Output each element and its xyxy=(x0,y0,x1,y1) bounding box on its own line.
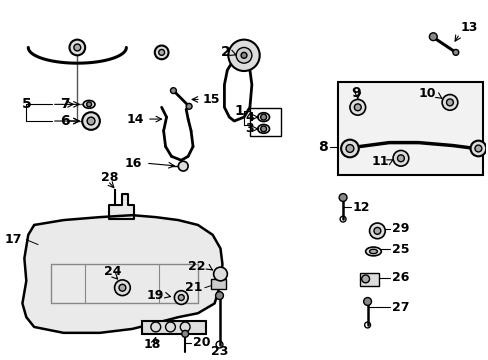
Circle shape xyxy=(178,161,188,171)
Circle shape xyxy=(87,117,95,125)
Circle shape xyxy=(74,44,81,51)
Circle shape xyxy=(354,104,361,111)
Text: 21: 21 xyxy=(185,281,203,294)
Text: 10: 10 xyxy=(418,87,435,100)
Ellipse shape xyxy=(83,100,95,108)
Circle shape xyxy=(119,284,125,291)
Bar xyxy=(142,321,205,334)
Circle shape xyxy=(428,33,436,41)
Circle shape xyxy=(236,48,251,63)
Ellipse shape xyxy=(369,249,377,254)
Circle shape xyxy=(373,228,380,234)
Circle shape xyxy=(155,45,168,59)
Circle shape xyxy=(86,102,91,107)
Circle shape xyxy=(228,40,259,71)
Text: 24: 24 xyxy=(103,265,121,278)
Circle shape xyxy=(369,223,385,239)
Circle shape xyxy=(159,49,164,55)
Text: 2: 2 xyxy=(220,45,230,59)
Text: 6: 6 xyxy=(60,114,69,128)
Circle shape xyxy=(397,155,404,162)
Circle shape xyxy=(452,49,458,55)
Text: 23: 23 xyxy=(210,345,228,358)
Circle shape xyxy=(174,291,188,305)
Text: 22: 22 xyxy=(188,260,205,273)
Text: 3: 3 xyxy=(244,122,253,135)
Text: 4: 4 xyxy=(244,111,253,123)
Text: 27: 27 xyxy=(391,301,409,314)
Polygon shape xyxy=(22,215,222,333)
Text: 8: 8 xyxy=(318,140,327,153)
Text: 5: 5 xyxy=(21,97,31,111)
Polygon shape xyxy=(108,190,134,219)
Circle shape xyxy=(469,141,485,156)
Circle shape xyxy=(441,95,457,110)
Circle shape xyxy=(363,298,371,305)
Text: 1: 1 xyxy=(234,104,244,118)
Text: 19: 19 xyxy=(146,289,163,302)
Circle shape xyxy=(182,330,188,337)
Circle shape xyxy=(446,99,452,106)
Text: 15: 15 xyxy=(203,93,220,106)
Circle shape xyxy=(260,126,266,132)
Text: 18: 18 xyxy=(143,338,160,351)
Circle shape xyxy=(260,114,266,120)
Bar xyxy=(338,82,482,175)
Circle shape xyxy=(69,40,85,55)
Text: 29: 29 xyxy=(391,222,408,235)
Ellipse shape xyxy=(257,125,269,133)
Ellipse shape xyxy=(365,247,381,256)
Text: 9: 9 xyxy=(350,86,360,100)
Circle shape xyxy=(339,194,346,202)
Circle shape xyxy=(178,294,184,301)
Text: 17: 17 xyxy=(5,233,22,246)
Circle shape xyxy=(474,145,481,152)
Circle shape xyxy=(215,292,223,300)
Circle shape xyxy=(213,267,227,281)
Circle shape xyxy=(392,150,408,166)
Circle shape xyxy=(341,140,358,157)
Bar xyxy=(359,273,379,286)
Circle shape xyxy=(346,145,353,152)
Circle shape xyxy=(170,88,176,94)
Ellipse shape xyxy=(257,113,269,122)
Text: 16: 16 xyxy=(124,157,142,170)
Circle shape xyxy=(241,53,246,58)
Bar xyxy=(249,108,281,136)
Text: 20: 20 xyxy=(193,336,210,349)
Text: 28: 28 xyxy=(101,171,118,184)
Circle shape xyxy=(349,99,365,115)
Bar xyxy=(210,279,226,289)
Text: 7: 7 xyxy=(60,97,69,111)
Text: 26: 26 xyxy=(391,271,408,284)
Text: 14: 14 xyxy=(126,113,143,126)
Text: 11: 11 xyxy=(371,155,388,168)
Circle shape xyxy=(82,112,100,130)
Text: 25: 25 xyxy=(391,243,409,256)
Text: 12: 12 xyxy=(352,201,369,214)
Circle shape xyxy=(361,275,369,283)
Circle shape xyxy=(114,280,130,296)
Text: 13: 13 xyxy=(460,21,477,34)
Circle shape xyxy=(186,103,192,109)
